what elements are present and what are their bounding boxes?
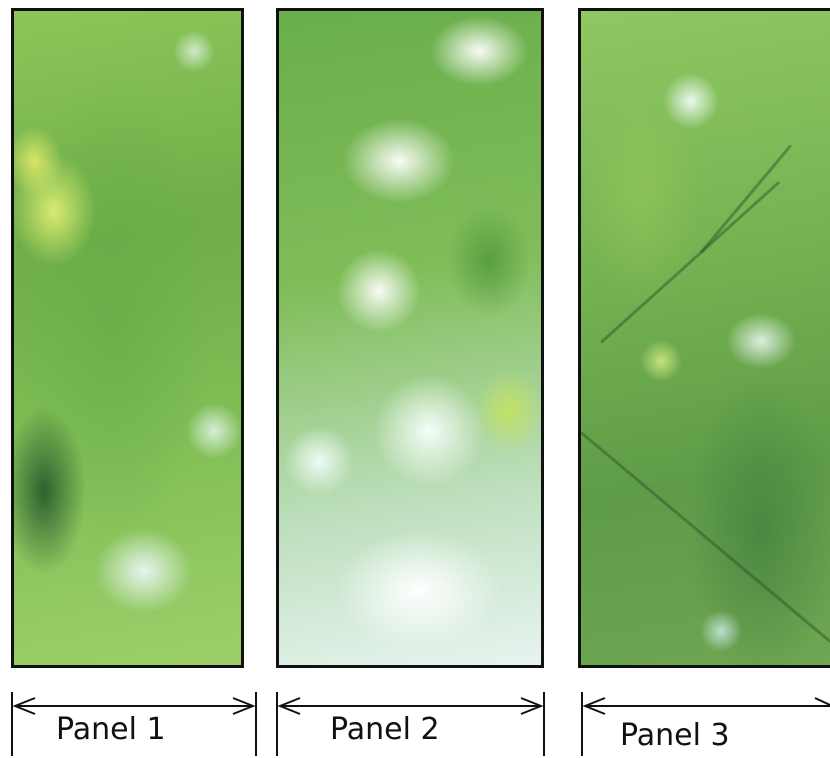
panel-1-width-arrow bbox=[13, 697, 255, 715]
dimension-tick bbox=[11, 692, 13, 756]
dimension-tick bbox=[543, 692, 545, 756]
panel-3-label: Panel 3 bbox=[620, 718, 730, 753]
panel-2-label: Panel 2 bbox=[330, 712, 440, 747]
foliage-photo bbox=[14, 11, 241, 665]
panel-1-image bbox=[11, 8, 244, 668]
dimension-tick bbox=[276, 692, 278, 756]
panel-3-image bbox=[578, 8, 830, 668]
panel-1-label: Panel 1 bbox=[56, 712, 166, 747]
panel-2-width-arrow bbox=[278, 697, 543, 715]
panel-3-width-arrow bbox=[583, 697, 830, 715]
dimension-tick bbox=[255, 692, 257, 756]
foliage-photo bbox=[581, 11, 830, 665]
foliage-photo bbox=[279, 11, 541, 665]
dimension-tick bbox=[581, 692, 583, 756]
panel-2-image bbox=[276, 8, 544, 668]
